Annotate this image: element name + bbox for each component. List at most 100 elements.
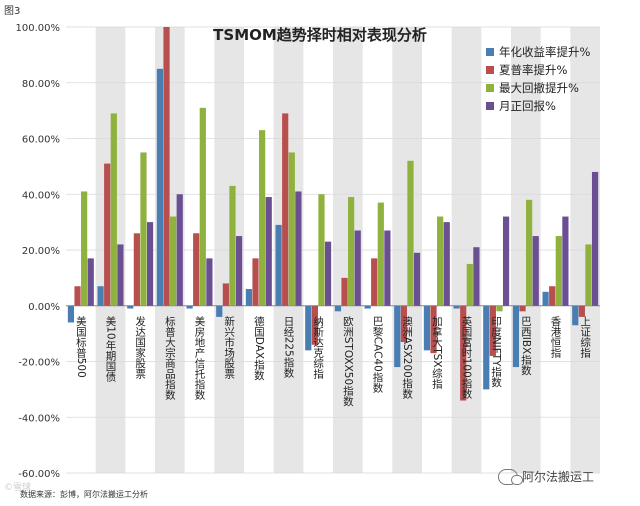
- legend-swatch: [486, 102, 494, 110]
- bar: [400, 305, 407, 342]
- bar: [311, 305, 318, 345]
- bars: [67, 27, 599, 401]
- y-tick-label: -40.00%: [18, 413, 60, 424]
- bar: [265, 197, 272, 306]
- bar: [127, 305, 134, 309]
- bar: [170, 216, 177, 306]
- wechat-icon: [498, 468, 523, 485]
- bar: [512, 305, 520, 368]
- legend-label: 最大回撤提升%: [499, 81, 579, 95]
- y-axis-ticks: -60.00% -40.00% -20.00% 0.00% 20.00% 40.00% 60…: [16, 23, 61, 480]
- legend-item: 夏普率提升%: [486, 62, 590, 78]
- bar: [407, 160, 414, 306]
- bar: [81, 191, 88, 306]
- bar: [384, 230, 391, 306]
- bar: [222, 283, 229, 306]
- x-tick-label: 美房地产信托指数: [194, 315, 206, 401]
- bar: [282, 113, 289, 306]
- y-tick-label: -20.00%: [18, 358, 60, 369]
- bar: [377, 202, 384, 306]
- bar: [235, 236, 243, 306]
- y-tick-label: 100.00%: [16, 23, 61, 34]
- legend-swatch: [486, 48, 494, 56]
- bar: [110, 113, 117, 306]
- bar: [156, 68, 164, 306]
- bar: [460, 305, 467, 401]
- x-tick-label: 英国富时100指数: [461, 315, 473, 400]
- y-tick-label: 20.00%: [22, 246, 60, 257]
- bar: [87, 258, 94, 306]
- x-tick-label: 上证综指: [579, 316, 591, 359]
- bar: [526, 199, 533, 306]
- legend-label: 月正回报%: [499, 99, 556, 113]
- bar: [97, 286, 104, 306]
- bar: [572, 305, 579, 326]
- legend-label: 年化收益率提升%: [499, 45, 591, 59]
- y-tick-label: 80.00%: [22, 79, 60, 90]
- bar: [423, 305, 431, 351]
- wechat-account-name: 阿尔法搬运工: [522, 470, 595, 484]
- x-tick-label: 巴黎CAC40指数: [372, 316, 384, 394]
- legend-swatch: [486, 66, 494, 74]
- bar: [117, 244, 124, 306]
- legend-swatch: [486, 84, 494, 92]
- bar: [318, 194, 325, 306]
- bar: [430, 305, 437, 354]
- legend-label: 夏普率提升%: [499, 63, 568, 77]
- bar: [288, 152, 295, 306]
- bar: [437, 216, 444, 306]
- bar: [252, 258, 259, 306]
- bar: [259, 130, 266, 306]
- bar: [466, 263, 473, 306]
- bar: [324, 241, 332, 306]
- legend: 年化收益率提升% 夏普率提升% 最大回撤提升% 月正回报%: [486, 44, 590, 116]
- y-tick-label: 60.00%: [22, 135, 60, 146]
- watermark-text: ©雪球: [4, 483, 32, 493]
- x-tick-label: 美10年期国债: [105, 315, 117, 382]
- bar: [532, 236, 539, 306]
- x-tick-label: 标普大宗商品指数: [164, 316, 176, 401]
- legend-item: 最大回撤提升%: [486, 80, 590, 96]
- bar: [371, 258, 378, 306]
- bar: [216, 305, 223, 317]
- x-axis-labels: 美国标普500 美10年期国债 发达国家股票 标普大宗商品指数 美房地产信托指数 新兴市场…: [75, 315, 591, 407]
- bar: [341, 277, 348, 306]
- bar: [443, 222, 450, 306]
- bar: [413, 252, 421, 306]
- x-tick-label: 纳斯达克综指: [312, 315, 324, 380]
- legend-item: 年化收益率提升%: [486, 44, 590, 60]
- bar: [562, 216, 569, 306]
- wechat-badge: 阿尔法搬运工: [498, 468, 594, 485]
- gridlines: [66, 26, 600, 474]
- x-tick-label: 发达国家股票: [134, 315, 146, 379]
- bar: [348, 197, 355, 306]
- x-tick-label: 新兴市场股票: [223, 315, 235, 379]
- x-tick-label: 美国标普500: [75, 315, 87, 378]
- bar: [163, 27, 170, 306]
- bar: [489, 305, 496, 356]
- figure-number: 图3: [4, 6, 21, 17]
- bar: [193, 233, 200, 306]
- bar: [453, 305, 460, 309]
- bar: [549, 286, 556, 306]
- x-tick-label: 巴西IBX指数: [520, 316, 532, 376]
- y-tick-label: 40.00%: [22, 190, 60, 201]
- chart-title: TSMOM趋势择时相对表现分析: [213, 26, 427, 44]
- x-tick-label: 欧洲STOXX50指数: [342, 316, 354, 407]
- bar: [140, 152, 147, 306]
- bar: [334, 305, 342, 312]
- bar: [394, 305, 401, 368]
- bar: [229, 185, 236, 306]
- y-tick-label: -60.00%: [18, 469, 60, 480]
- bar: [496, 305, 503, 312]
- bar: [502, 216, 510, 306]
- x-tick-label: 香港恒指: [550, 316, 562, 359]
- source-note: 数据来源：彭博，阿尔法搬运工分析: [20, 490, 148, 499]
- bar: [542, 291, 549, 306]
- bar: [146, 222, 154, 306]
- bar: [199, 107, 206, 306]
- bar: [206, 258, 213, 306]
- bar: [473, 247, 480, 306]
- bar: [364, 305, 371, 309]
